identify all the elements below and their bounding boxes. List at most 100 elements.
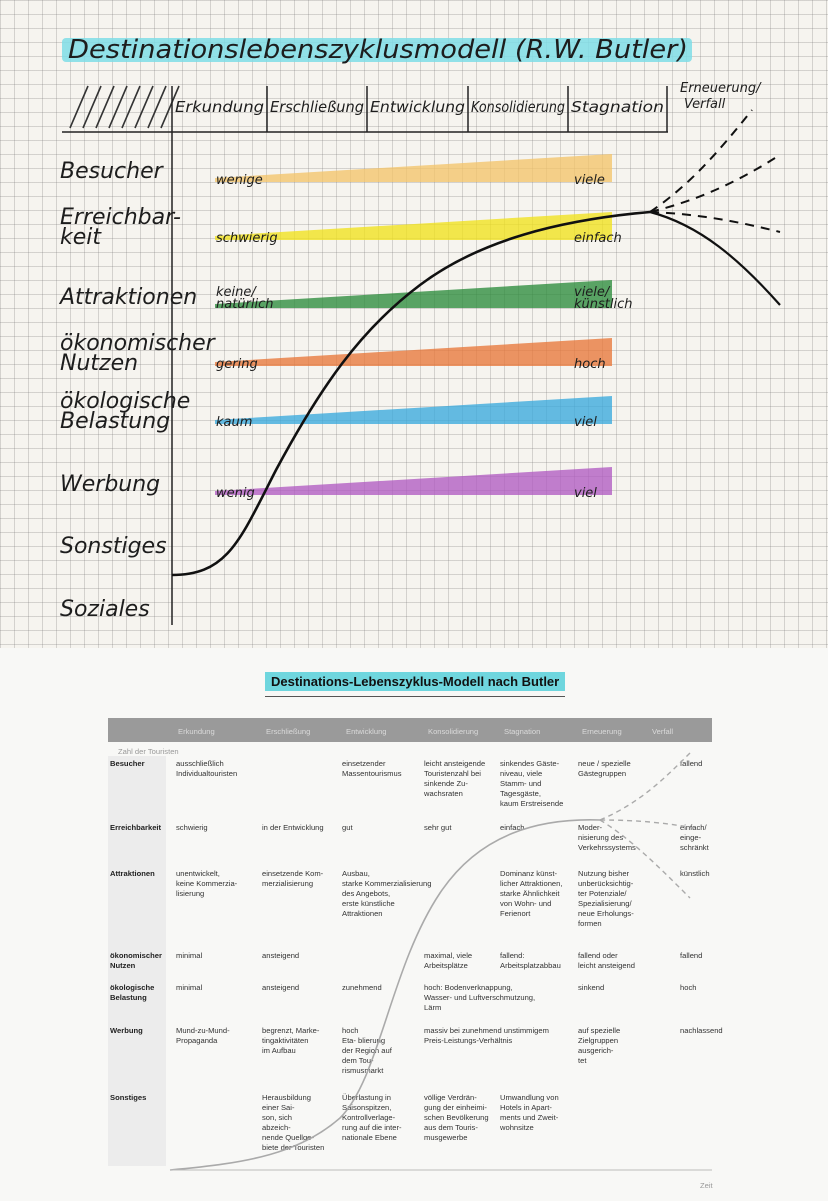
printed-cell-text: Gästegruppen [578, 769, 626, 778]
band-label: viele [574, 173, 605, 188]
title-highlight [62, 38, 692, 62]
printed-stagnation-path [599, 819, 696, 829]
printed-cell-text: Eta- blierung [342, 1036, 385, 1045]
printed-cell-text: tet [578, 1056, 587, 1065]
printed-cell-text: Mund-zu-Mund- [176, 1026, 230, 1035]
printed-cell-text: Ausbau, [342, 869, 370, 878]
printed-cell-text: musgewerbe [424, 1133, 467, 1142]
handwritten-chart: Destinationslebenszyklusmodell (R.W. But… [58, 35, 781, 625]
printed-cell-text: Attraktionen [342, 909, 383, 918]
band-label: hoch [574, 357, 606, 372]
column-header: Erkundung [175, 98, 264, 116]
printed-row-label: Attraktionen [110, 869, 155, 878]
printed-cell-text: licher Attraktionen, [500, 879, 562, 888]
hatch-stroke [69, 85, 89, 129]
printed-cell-text: leicht ansteigende [424, 759, 485, 768]
printed-cell-text: Touristenzahl bei [424, 769, 481, 778]
band-label: wenig [216, 486, 255, 501]
band-label: viel [574, 486, 597, 501]
printed-cell-text: abzeich- [262, 1123, 291, 1132]
printed-cell-text: fallend oder [578, 951, 618, 960]
column-header-final: Verfall [684, 97, 726, 112]
printed-cell-text: Zielgruppen [578, 1036, 618, 1045]
printed-cell-text: keine Kommerzia- [176, 879, 238, 888]
printed-row-label: Belastung [110, 993, 147, 1002]
printed-cell-text: Tagesgäste, [500, 789, 541, 798]
printed-cell-text: Preis-Leistungs-Verhältnis [424, 1036, 512, 1045]
printed-cell-text: im Aufbau [262, 1046, 296, 1055]
row-label: ökologische [60, 389, 190, 414]
header-cell: Erschließung [266, 727, 310, 736]
header-bar [108, 718, 712, 742]
row-label: Attraktionen [58, 285, 197, 310]
header-cell: Entwicklung [346, 727, 387, 736]
printed-cell-text: starke Ähnlichkeit [500, 889, 560, 898]
printed-cell-text: Wasser- und Luftverschmutzung, [424, 993, 535, 1002]
printed-cell-text: ments und Zweit- [500, 1113, 559, 1122]
printed-cell-text: maximal, viele [424, 951, 472, 960]
printed-cell-text: Spezialisierung/ [578, 899, 632, 908]
printed-cell-text: sehr gut [424, 823, 452, 832]
axis-label: Zahl der Touristen [118, 747, 179, 756]
printed-cell-text: der Region auf [342, 1046, 393, 1055]
header-cell: Erkundung [178, 727, 215, 736]
printed-cell-text: begrenzt, Marke- [262, 1026, 320, 1035]
printed-cell-text: ausschließlich [176, 759, 224, 768]
printed-title: Destinations-Lebenszyklus-Modell nach Bu… [265, 672, 566, 691]
printed-cell-text: Saisonspitzen, [342, 1103, 391, 1112]
printed-row-label: Erreichbarkeit [110, 823, 162, 832]
printed-cell-text: Umwandlung von [500, 1093, 559, 1102]
printed-cell-text: schränkt [680, 843, 710, 852]
printed-cell-text: formen [578, 919, 602, 928]
indicator-band [215, 396, 612, 424]
renewal-path [649, 109, 753, 213]
printed-cell-text: Propaganda [176, 1036, 218, 1045]
printed-cell-text: dem Tou- [342, 1056, 374, 1065]
band-label: wenige [216, 173, 263, 188]
printed-cell-text: biete der Touristen [262, 1143, 324, 1152]
printed-row-label: Nutzen [110, 961, 136, 970]
printed-cell-text: Verkehrssystems [578, 843, 636, 852]
printed-cell-text: zunehmend [342, 983, 382, 992]
printed-cell-text: Hotels in Apart- [500, 1103, 552, 1112]
label-column [108, 756, 166, 1166]
printed-cell-text: in der Entwicklung [262, 823, 324, 832]
printed-cell-text: Überlastung in [342, 1093, 391, 1102]
printed-row-label: Besucher [110, 759, 145, 768]
printed-renewal-path [599, 752, 691, 821]
printed-cell-text: Kontrollverlage- [342, 1113, 396, 1122]
printed-cell-text: ausgerich- [578, 1046, 614, 1055]
printed-cell-text: Nutzung bisher [578, 869, 630, 878]
printed-cell-text: hoch [342, 1026, 358, 1035]
row-label: keit [60, 225, 102, 250]
printed-cell-text: Arbeitsplätze [424, 961, 468, 970]
hatched-corner [69, 85, 180, 129]
hatch-stroke [147, 85, 167, 129]
indicator-band [215, 154, 612, 182]
printed-decline-path [599, 819, 691, 899]
printed-row-label: ökonomischer [110, 951, 162, 960]
printed-table-figure: Erkundung Erschließung Entwicklung Konsolid… [108, 718, 723, 1190]
printed-cell-text: unentwickelt, [176, 869, 220, 878]
printed-cell-text: nationale Ebene [342, 1133, 397, 1142]
hatch-stroke [121, 85, 141, 129]
printed-cell-text: neue Erholungs- [578, 909, 634, 918]
hatch-stroke [95, 85, 115, 129]
row-label: Sonstiges [60, 534, 167, 559]
column-header: Stagnation [571, 98, 664, 116]
printed-cell-text: des Angebots, [342, 889, 390, 898]
row-label: Soziales [60, 597, 150, 622]
printed-cell-text: sinkendes Gäste- [500, 759, 560, 768]
printed-cell-text: nisierung des [578, 833, 623, 842]
column-header: Entwicklung [370, 98, 465, 116]
printed-cell-text: ansteigend [262, 983, 299, 992]
hatch-stroke [160, 85, 180, 129]
header-cell: Konsolidierung [428, 727, 478, 736]
printed-cell-text: von Wohn- und [500, 899, 551, 908]
printed-cell-text: einsetzende Kom- [262, 869, 324, 878]
title-underline [265, 696, 565, 697]
hatch-stroke [108, 85, 128, 129]
indicator-band [215, 338, 612, 366]
band-label: künstlich [574, 297, 633, 312]
lifecycle-curve [171, 210, 651, 577]
